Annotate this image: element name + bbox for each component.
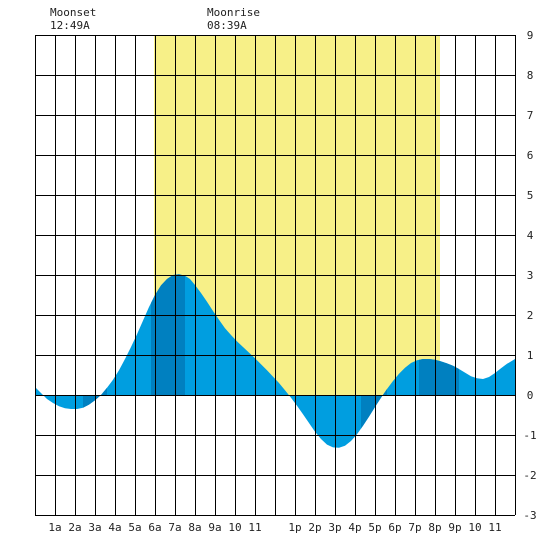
- moonrise-time: 08:39A: [207, 19, 247, 32]
- y-tick-label: -1: [523, 429, 536, 442]
- moonset-label: Moonset: [50, 6, 96, 19]
- x-tick-label: 1p: [288, 521, 301, 534]
- x-tick-label: 2a: [68, 521, 81, 534]
- x-tick-labels: 1a 2a 3a 4a 5a 6a 7a 8a 9a 10 11 1p 2p 3p 4p 5p 6p 7p 8p 9p…: [48, 521, 501, 534]
- x-tick-label: 10: [468, 521, 481, 534]
- x-tick-label: 11: [248, 521, 261, 534]
- y-tick-label: 8: [527, 69, 534, 82]
- y-tick-label: 5: [527, 189, 534, 202]
- y-tick-label: 2: [527, 309, 534, 322]
- grid: [35, 35, 516, 516]
- x-tick-label: 4p: [348, 521, 361, 534]
- y-tick-label: 7: [527, 109, 534, 122]
- x-tick-label: 9p: [448, 521, 461, 534]
- y-tick-label: 9: [527, 29, 534, 42]
- x-tick-label: 9a: [208, 521, 221, 534]
- y-tick-label: 1: [527, 349, 534, 362]
- y-tick-label: 6: [527, 149, 534, 162]
- y-tick-label: -2: [523, 469, 536, 482]
- moonset-time: 12:49A: [50, 19, 90, 32]
- x-tick-label: 8a: [188, 521, 201, 534]
- x-tick-label: 5p: [368, 521, 381, 534]
- x-tick-label: 8p: [428, 521, 441, 534]
- x-tick-label: 6a: [148, 521, 161, 534]
- x-tick-label: 11: [488, 521, 501, 534]
- x-tick-label: 4a: [108, 521, 121, 534]
- y-tick-label: -3: [523, 509, 536, 522]
- y-tick-labels: -3 -2 -1 0 1 2 3 4 5 6 7 8 9: [523, 29, 536, 522]
- x-tick-label: 7p: [408, 521, 421, 534]
- moonrise-label: Moonrise: [207, 6, 260, 19]
- y-tick-label: 0: [527, 389, 534, 402]
- x-tick-label: 10: [228, 521, 241, 534]
- x-tick-label: 3p: [328, 521, 341, 534]
- y-tick-label: 3: [527, 269, 534, 282]
- x-tick-label: 6p: [388, 521, 401, 534]
- x-tick-label: 2p: [308, 521, 321, 534]
- x-tick-label: 7a: [168, 521, 181, 534]
- x-tick-label: 1a: [48, 521, 61, 534]
- x-tick-label: 3a: [88, 521, 101, 534]
- y-tick-label: 4: [527, 229, 534, 242]
- x-tick-label: 5a: [128, 521, 141, 534]
